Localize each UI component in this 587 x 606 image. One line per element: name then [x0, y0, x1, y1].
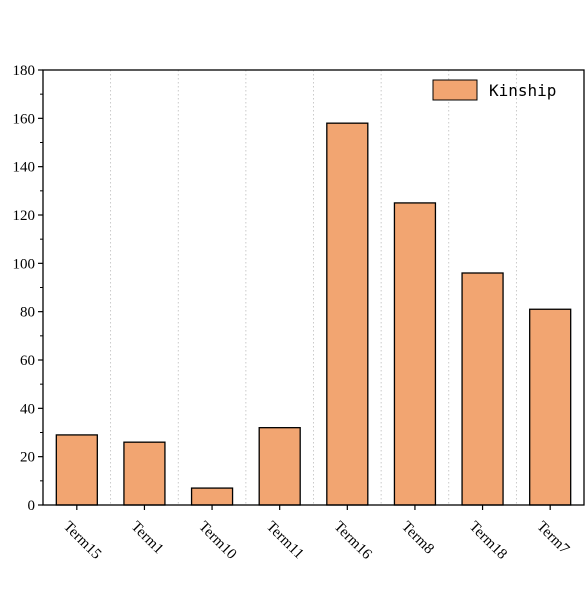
y-tick-label: 80: [20, 305, 35, 321]
bar-Term10: [190, 487, 234, 506]
bar-Term1: [123, 441, 166, 506]
y-tick-label: 100: [13, 256, 36, 272]
x-tick-label: Term11: [263, 519, 307, 563]
legend-label: Kinship: [489, 81, 556, 100]
x-tick-label: Term8: [398, 519, 437, 558]
y-axis: 0 20 40 60 80 100 120 140 160 180: [13, 63, 43, 514]
x-tick-label: Term10: [195, 519, 239, 563]
y-tick-label: 180: [13, 63, 36, 79]
bar-Term18: [461, 272, 504, 506]
legend: Kinship: [432, 79, 556, 101]
x-tick-label: Term18: [466, 519, 510, 563]
x-tick-label: Term15: [60, 519, 104, 563]
y-tick-label: 160: [13, 111, 36, 127]
x-tick-label: Term1: [128, 519, 167, 558]
grid-lines: [110, 70, 517, 505]
x-axis: Term15 Term1 Term10 Term11 Term16 Term8 Term18…: [60, 505, 573, 563]
bar-Term16: [326, 122, 369, 506]
x-tick-label: Term7: [533, 519, 572, 558]
bar-Term15: [55, 434, 98, 506]
bar-Term8: [393, 202, 437, 506]
y-tick-label: 120: [13, 208, 36, 224]
y-tick-label: 140: [13, 160, 36, 176]
y-tick-label: 40: [20, 401, 35, 417]
y-tick-label: 0: [28, 498, 36, 514]
y-tick-label: 60: [20, 353, 35, 369]
bar-Term11: [258, 427, 301, 506]
legend-swatch: [432, 79, 478, 101]
y-tick-label: 20: [20, 450, 35, 466]
bars: [55, 122, 572, 506]
x-tick-label: Term16: [330, 519, 375, 564]
bar-Term7: [529, 308, 572, 506]
